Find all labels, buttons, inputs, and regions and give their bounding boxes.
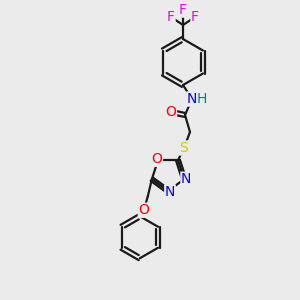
Text: N: N (165, 185, 175, 199)
Text: O: O (152, 152, 162, 166)
Text: F: F (191, 10, 199, 24)
Text: F: F (167, 10, 175, 24)
Text: S: S (180, 141, 188, 155)
Text: N: N (181, 172, 191, 186)
Text: N: N (187, 92, 197, 106)
Text: F: F (179, 3, 187, 17)
Text: H: H (197, 92, 207, 106)
Text: O: O (166, 105, 176, 119)
Text: O: O (138, 203, 149, 217)
